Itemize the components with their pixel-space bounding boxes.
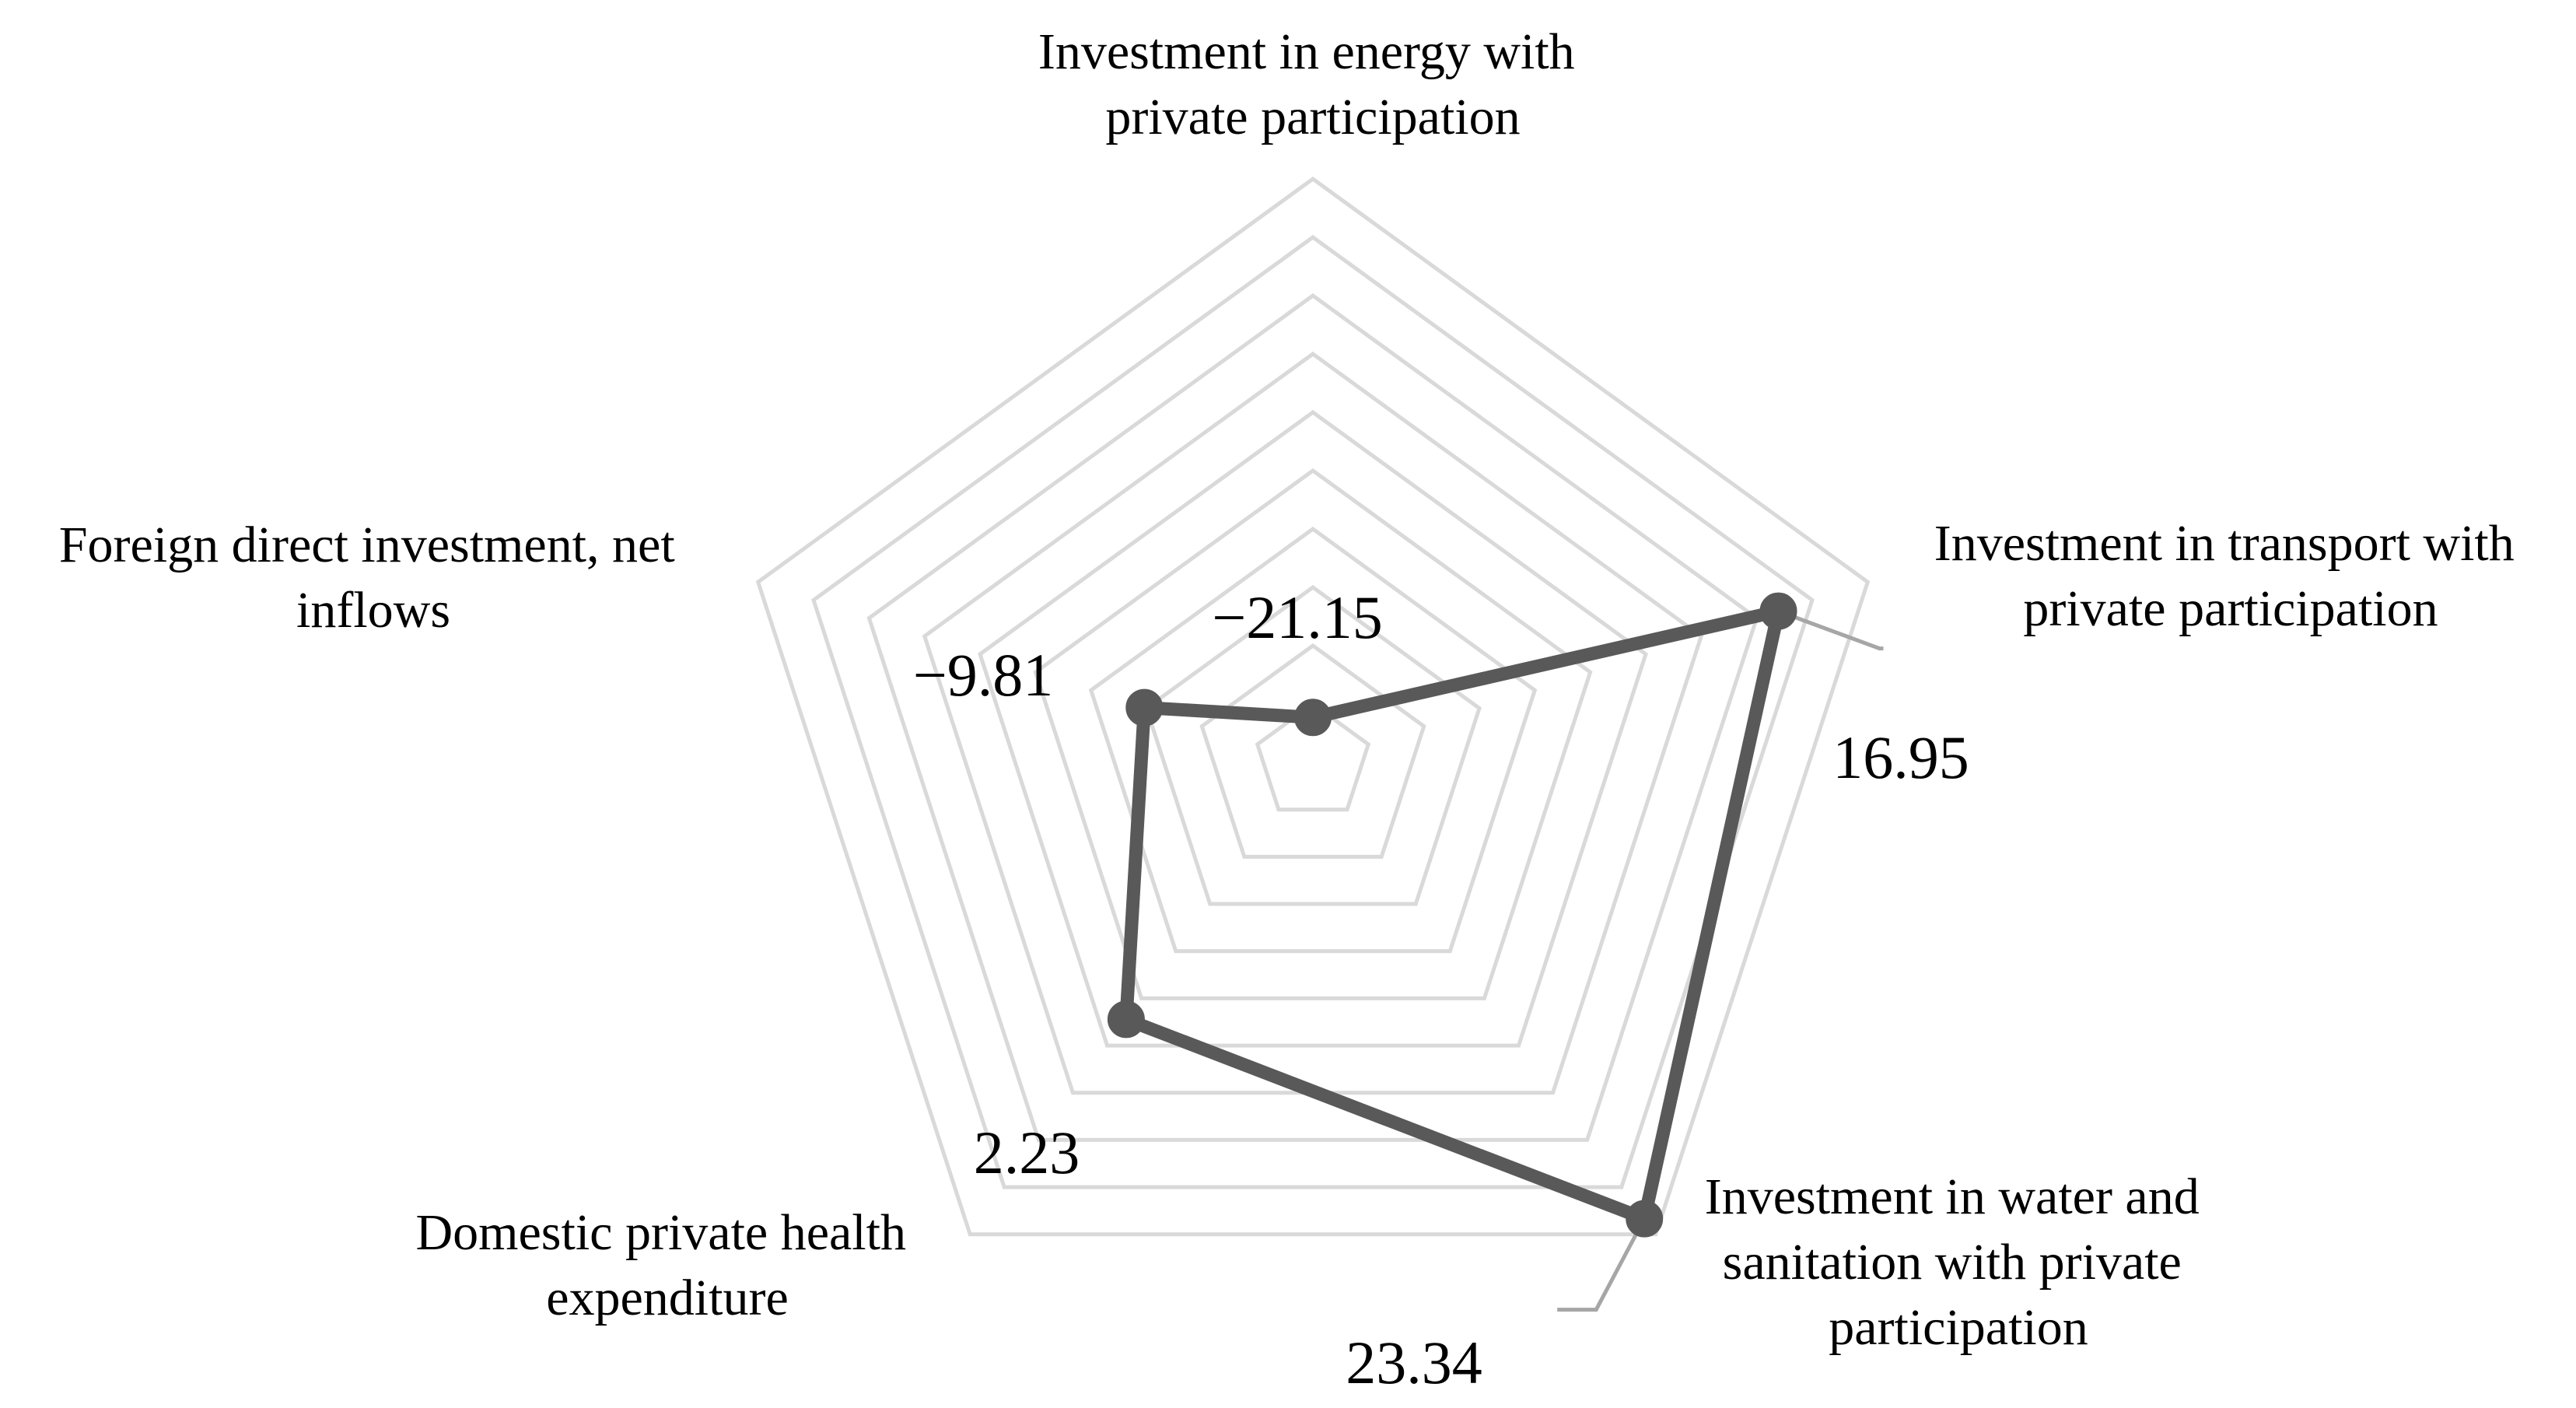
data-label-water: 23.34: [1346, 1329, 1482, 1396]
data-labels: −21.15 16.95 23.34 2.23 −9.81: [913, 583, 1969, 1396]
radar-series: [1107, 592, 1797, 1238]
data-label-fdi: −9.81: [913, 641, 1054, 709]
axis-label-energy: Investment in energy with private partic…: [1038, 23, 1587, 145]
axis-label-health: Domestic private health expenditure: [416, 1204, 919, 1326]
axis-label-transport: Investment in transport with private par…: [1934, 515, 2528, 637]
data-point: [1759, 592, 1797, 630]
data-label-health: 2.23: [974, 1119, 1080, 1186]
data-point: [1294, 699, 1332, 737]
grid-ring: [1033, 468, 1593, 1000]
grid-ring: [1088, 526, 1538, 954]
data-point: [1107, 1000, 1145, 1038]
data-label-transport: 16.95: [1832, 723, 1969, 791]
grid-ring: [1199, 643, 1426, 859]
axis-label-water: Investment in water and sanitation with …: [1705, 1168, 2212, 1356]
grid-ring: [755, 176, 1871, 1237]
data-label-energy: −21.15: [1212, 583, 1383, 651]
data-point: [1626, 1200, 1664, 1238]
data-point: [1125, 688, 1164, 727]
leader-line-transport: [1777, 609, 1884, 651]
data-label-leaders: [1557, 609, 1884, 1312]
grid-ring: [1255, 701, 1371, 812]
series-line: [1119, 604, 1785, 1226]
axis-labels: Investment in energy with private partic…: [59, 23, 2528, 1356]
grid-ring: [811, 234, 1815, 1189]
leader-line-water: [1557, 1217, 1647, 1312]
axis-label-fdi: Foreign direct investment, net inflows: [59, 517, 688, 639]
grid-ring: [978, 409, 1648, 1048]
grid-ring: [866, 292, 1759, 1142]
